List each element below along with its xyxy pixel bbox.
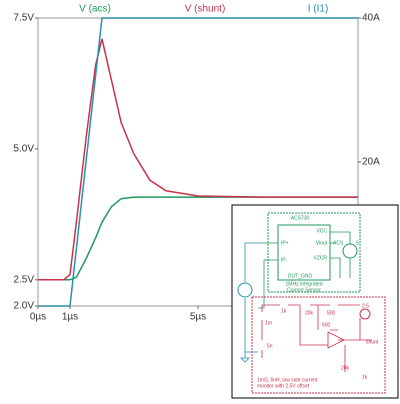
component-value: 20k <box>305 310 314 316</box>
legend-label: V (acs) <box>79 4 111 15</box>
component-value: 20k <box>341 365 350 371</box>
pin-label: IP- <box>281 257 288 263</box>
plot-area: 2.0V 2.5V 5.0V 7.5V 20A 40A 0µs 1µs 5µs V (acs) V … <box>13 4 380 323</box>
source-value: 5 <box>356 240 359 246</box>
legend-label: V (shunt) <box>185 4 226 15</box>
y-tick-label: 5.0V <box>13 144 34 155</box>
series-line <box>38 196 358 281</box>
sensor-caption: Current Sensor <box>287 287 321 293</box>
ref-source <box>359 308 371 320</box>
sensor-name: ACS730 <box>291 215 310 221</box>
y2-tick-label: 20A <box>362 157 380 168</box>
sensor-wires <box>264 231 351 278</box>
monitor-wires <box>261 304 372 372</box>
component-value: 1m <box>265 320 272 326</box>
component-value: 5n <box>267 343 273 349</box>
x-tick-label: 1µs <box>62 312 78 323</box>
sensor-block: ACS730 VCC Viout ACS VZCR IP+ IP- DUT_GN… <box>264 212 361 293</box>
y-tick-label: 7.5V <box>13 13 34 24</box>
pin-label: VCC <box>316 228 327 234</box>
monitor-caption: monitor with 2.5V offset <box>257 383 310 389</box>
pin-label: VZCR <box>313 255 327 261</box>
component-value: 1k <box>281 308 287 314</box>
component-value: 500 <box>327 310 336 316</box>
pin-label: Viout <box>316 240 328 246</box>
x-tick-label: 5µs <box>190 312 206 323</box>
series-line <box>38 38 358 281</box>
net-label: shunt <box>366 339 379 345</box>
series-line <box>38 17 358 307</box>
pin-label: IP+ <box>281 240 289 246</box>
sensor-box <box>267 212 361 293</box>
component-value: 1k <box>362 374 368 380</box>
current-source <box>237 242 265 363</box>
component-value: 500 <box>322 322 331 328</box>
source-value: 2.5 <box>362 303 369 309</box>
y-tick-label: 2.0V <box>13 301 34 312</box>
y2-tick-label: 40A <box>362 13 380 24</box>
op-amp <box>327 331 345 349</box>
legend-label: I (I1) <box>308 4 329 15</box>
schematic: ACS730 VCC Viout ACS VZCR IP+ IP- DUT_GN… <box>231 204 399 399</box>
pin-label: DUT_GND <box>288 273 313 279</box>
y-tick-label: 2.5V <box>13 274 34 285</box>
source-wires <box>244 242 265 358</box>
monitor-caption: 1mΩ, 5nH, low side current <box>257 377 318 383</box>
net-label: ACS <box>333 240 344 246</box>
ground <box>240 357 250 363</box>
x-tick-label: 0µs <box>30 312 46 323</box>
sensor-caption: 1MHz Integrated <box>286 281 323 287</box>
monitor-box <box>251 296 386 394</box>
inset-frame <box>231 204 399 399</box>
sensor-ic <box>277 224 331 281</box>
current-source-symbol <box>237 282 253 298</box>
monitor-block: 1m 5n 1k 20k 500 500 2.5 shunt 20k 1k 1m… <box>251 296 386 394</box>
